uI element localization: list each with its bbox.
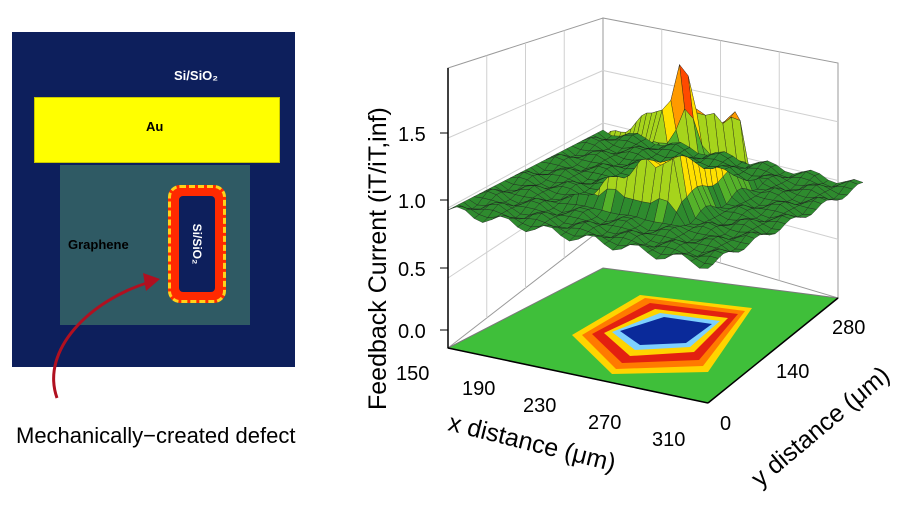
y-axis-label: y distance (μm) [746, 361, 895, 493]
gold-electrode: Au [34, 97, 280, 163]
x-tick-label: 270 [588, 412, 621, 434]
x-tick-label: 190 [462, 378, 495, 400]
z-tick-label: 0.5 [398, 259, 426, 281]
defect-region: Si/SiO₂ [168, 185, 226, 303]
gold-electrode-label: Au [146, 119, 164, 134]
exposed-substrate: Si/SiO₂ [179, 196, 215, 292]
y-tick-label: 280 [832, 317, 865, 339]
defect-caption: Mechanically−created defect [16, 423, 296, 448]
z-axis-label: Feedback Current (iT/iT,inf) [364, 107, 392, 410]
feedback-surface-plot: 0.0 0.5 1.0 1.5 150 190 230 270 310 0 14… [364, 17, 895, 493]
defect-pointer-arrow [52, 273, 160, 399]
y-tick-label: 140 [776, 361, 809, 383]
wall-gridline [447, 70, 604, 139]
floor-contour-map [572, 295, 752, 374]
z-tick-label: 0.0 [398, 321, 426, 343]
graphene-label: Graphene [68, 237, 129, 252]
wall-gridline [602, 70, 839, 123]
z-axis-ticks: 0.0 0.5 1.0 1.5 [398, 124, 448, 343]
y-axis-ticks: 0 140 280 [720, 317, 865, 435]
x-axis-ticks: 150 190 230 270 310 [396, 363, 685, 451]
device-schematic: Si/SiO₂ Au Graphene Si/SiO₂ [12, 32, 295, 367]
z-tick-label: 1.5 [398, 124, 426, 146]
substrate-label: Si/SiO₂ [174, 68, 219, 83]
surface-cell [597, 129, 612, 140]
wall-gridline [447, 122, 604, 209]
graphene-sheet: Graphene Si/SiO₂ [60, 165, 250, 325]
x-tick-label: 230 [523, 395, 556, 417]
y-axis-line [707, 297, 839, 404]
x-axis-line [447, 347, 709, 404]
surface-mesh [447, 64, 864, 269]
y-tick-label: 0 [720, 413, 731, 435]
z-tick-label: 1.0 [398, 191, 426, 213]
x-tick-label: 310 [652, 429, 685, 451]
x-tick-label: 150 [396, 363, 429, 385]
